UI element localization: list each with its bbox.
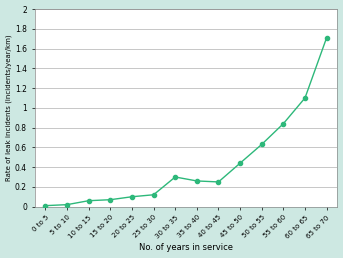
Y-axis label: Rate of leak incidents (incidents/year/km): Rate of leak incidents (incidents/year/k… bbox=[5, 35, 12, 181]
X-axis label: No. of years in service: No. of years in service bbox=[139, 244, 233, 252]
